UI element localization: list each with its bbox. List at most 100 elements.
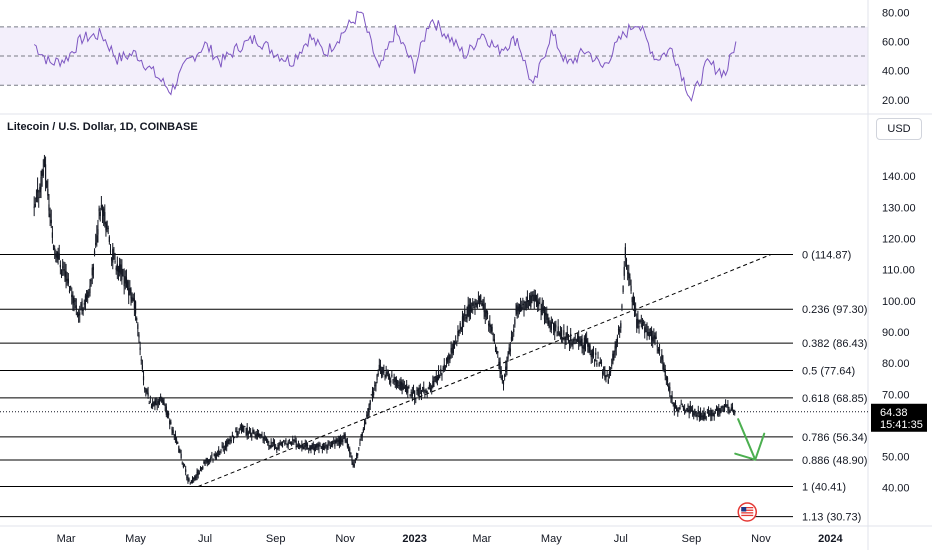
candle-body <box>448 353 450 360</box>
candle-body <box>310 448 312 450</box>
candle-body <box>428 384 431 387</box>
candle-body <box>558 332 560 336</box>
time-tick-label: May <box>125 533 146 545</box>
candle-body <box>113 253 115 255</box>
candle-body <box>663 363 665 371</box>
candle-body <box>343 435 345 437</box>
candle-body <box>206 458 208 463</box>
candle-body <box>620 323 622 329</box>
candle-body <box>406 384 408 394</box>
candle-body <box>491 326 493 332</box>
candle-body <box>99 211 101 217</box>
candle-body <box>422 387 424 389</box>
candle-body <box>51 232 53 238</box>
candle-body <box>649 332 652 333</box>
candle-body <box>458 330 460 333</box>
candle-body <box>85 295 88 301</box>
candle-body <box>203 461 205 464</box>
candle-body <box>178 446 180 453</box>
candle-body <box>370 394 372 396</box>
candle-body <box>469 305 472 312</box>
candle-body <box>351 455 353 462</box>
candle-body <box>592 352 595 355</box>
candle-body <box>316 443 318 448</box>
candle-body <box>314 446 317 448</box>
candle-body <box>346 441 349 447</box>
candle-body <box>705 417 707 419</box>
candle-body <box>224 442 227 449</box>
candle-body <box>467 304 469 316</box>
candle-body <box>539 298 541 300</box>
candle-body <box>101 206 104 213</box>
candle-body <box>576 339 579 341</box>
candle-body <box>278 445 280 449</box>
candle-body <box>252 429 254 434</box>
candle-body <box>682 408 685 410</box>
candle-body <box>163 401 165 405</box>
candle-body <box>614 345 616 352</box>
arrow-head-left <box>734 452 757 461</box>
candle-body <box>407 386 409 393</box>
candle-body <box>141 365 143 370</box>
candle-body <box>273 443 276 449</box>
candle-body <box>270 441 272 448</box>
candle-body <box>210 457 212 460</box>
candle-body <box>257 433 260 437</box>
candle-body <box>482 299 484 305</box>
candle-body <box>244 426 246 428</box>
candle-body <box>732 409 735 413</box>
currency-button[interactable]: USD <box>876 118 922 140</box>
candle-body <box>305 442 308 446</box>
candle-body <box>489 322 491 328</box>
candle-body <box>146 389 148 393</box>
rsi-tick-label: 60.00 <box>882 36 910 48</box>
candle-body <box>171 428 173 431</box>
candle-body <box>73 297 75 305</box>
candle-body <box>185 469 187 472</box>
candle-body <box>403 386 405 389</box>
candle-body <box>108 236 110 242</box>
candle-body <box>556 335 558 337</box>
candle-body <box>574 339 576 340</box>
candle-body <box>174 434 177 441</box>
candle-body <box>538 302 540 306</box>
candle-body <box>369 400 371 405</box>
candle-body <box>202 466 204 469</box>
time-tick-label: Mar <box>472 533 491 545</box>
candle-body <box>554 323 556 333</box>
candle-body <box>603 367 605 371</box>
candle-body <box>275 447 277 449</box>
candle-body <box>142 376 145 381</box>
candle-body <box>492 334 494 336</box>
candle-body <box>125 277 128 287</box>
candle-body <box>199 468 202 471</box>
candle-body <box>642 322 645 324</box>
time-tick-label: Nov <box>751 533 771 545</box>
candle-body <box>580 338 582 346</box>
candle-body <box>263 436 265 440</box>
candle-body <box>719 408 721 414</box>
candle-body <box>564 337 566 342</box>
candle-body <box>553 322 555 331</box>
candle-body <box>240 425 243 430</box>
candle-body <box>727 404 729 409</box>
candle-body <box>91 267 93 276</box>
time-tick-label: 2024 <box>818 533 843 545</box>
candle-body <box>685 410 687 413</box>
rsi-tick-label: 80.00 <box>882 7 910 19</box>
candle-body <box>725 404 727 408</box>
price-tick-label: 90.00 <box>882 327 910 339</box>
candle-body <box>238 428 240 431</box>
candle-body <box>451 347 453 354</box>
time-tick-label: 2023 <box>402 533 426 545</box>
candle-body <box>347 446 350 448</box>
candle-body <box>697 410 699 414</box>
candle-body <box>624 247 626 258</box>
candle-body <box>158 397 161 404</box>
candle-body <box>690 410 693 412</box>
candle-body <box>320 446 322 449</box>
candle-body <box>333 440 335 442</box>
candle-body <box>664 368 666 377</box>
candle-body <box>385 371 387 377</box>
